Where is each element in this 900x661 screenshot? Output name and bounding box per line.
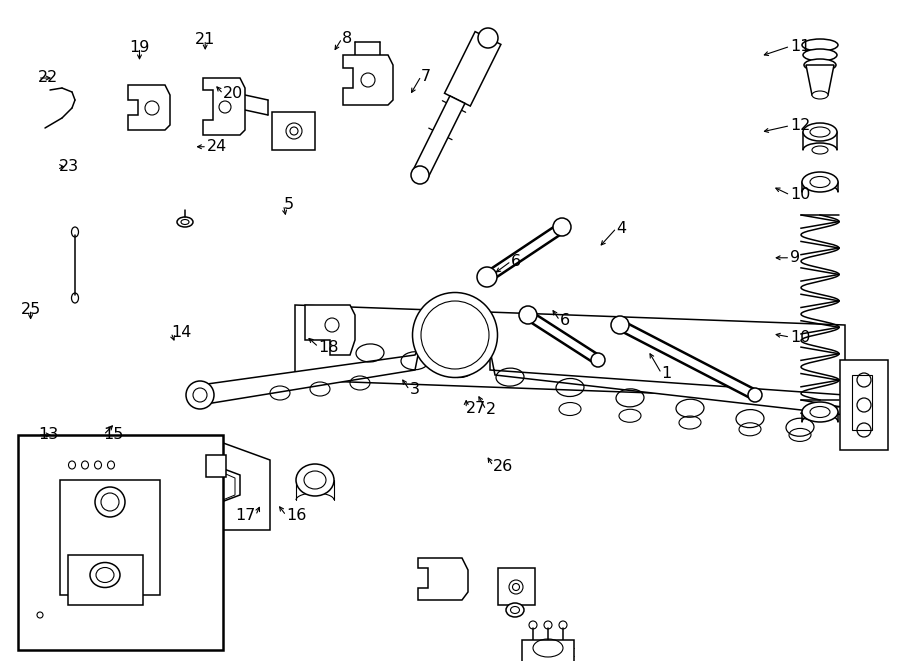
Text: 13: 13 <box>38 428 58 442</box>
Text: 9: 9 <box>790 251 800 265</box>
Text: 11: 11 <box>790 39 811 54</box>
Ellipse shape <box>94 461 102 469</box>
Text: 6: 6 <box>511 254 521 268</box>
Polygon shape <box>295 305 845 400</box>
Text: 23: 23 <box>58 159 78 174</box>
Ellipse shape <box>812 91 828 99</box>
Ellipse shape <box>478 28 498 48</box>
Ellipse shape <box>804 59 836 71</box>
Ellipse shape <box>95 487 125 517</box>
Ellipse shape <box>35 499 41 505</box>
Ellipse shape <box>512 584 519 590</box>
Ellipse shape <box>506 603 524 617</box>
Text: 4: 4 <box>616 221 626 235</box>
Text: 15: 15 <box>104 428 124 442</box>
Text: 27: 27 <box>466 401 486 416</box>
Ellipse shape <box>591 353 605 367</box>
Bar <box>68 555 143 605</box>
Ellipse shape <box>290 127 298 135</box>
Bar <box>522 640 574 661</box>
Bar <box>840 360 888 450</box>
Ellipse shape <box>412 293 498 377</box>
Text: 19: 19 <box>130 40 149 55</box>
Polygon shape <box>487 222 562 283</box>
Polygon shape <box>490 350 845 415</box>
Ellipse shape <box>857 373 871 387</box>
Text: 2: 2 <box>486 403 496 417</box>
Polygon shape <box>272 112 315 150</box>
Ellipse shape <box>107 461 114 469</box>
Ellipse shape <box>802 402 838 422</box>
Text: 17: 17 <box>235 508 256 523</box>
Polygon shape <box>162 462 235 510</box>
Text: 10: 10 <box>790 330 811 344</box>
Ellipse shape <box>553 218 571 236</box>
Ellipse shape <box>803 49 837 61</box>
Ellipse shape <box>477 267 497 287</box>
Text: 18: 18 <box>319 340 339 354</box>
Bar <box>18 435 223 650</box>
Polygon shape <box>138 440 270 530</box>
Polygon shape <box>343 55 393 105</box>
Text: 1: 1 <box>662 366 671 381</box>
Ellipse shape <box>90 563 120 588</box>
Polygon shape <box>418 558 468 600</box>
Text: 5: 5 <box>284 198 293 212</box>
Polygon shape <box>128 85 170 130</box>
Polygon shape <box>203 78 245 135</box>
Ellipse shape <box>296 464 334 496</box>
Text: 14: 14 <box>171 325 192 340</box>
Ellipse shape <box>411 166 429 184</box>
Bar <box>206 455 226 477</box>
Text: 26: 26 <box>493 459 513 473</box>
Ellipse shape <box>611 316 629 334</box>
Polygon shape <box>412 96 465 178</box>
Ellipse shape <box>193 388 207 402</box>
Text: 22: 22 <box>38 71 58 85</box>
Polygon shape <box>200 345 420 405</box>
Ellipse shape <box>802 39 838 51</box>
Ellipse shape <box>186 381 214 409</box>
Text: 6: 6 <box>560 313 570 328</box>
Ellipse shape <box>812 146 828 154</box>
Text: 8: 8 <box>342 31 352 46</box>
Text: 24: 24 <box>207 139 227 154</box>
Ellipse shape <box>519 306 537 324</box>
Bar <box>852 375 872 430</box>
Ellipse shape <box>857 398 871 412</box>
Text: 3: 3 <box>410 383 419 397</box>
Text: 10: 10 <box>790 188 811 202</box>
Text: 16: 16 <box>286 508 307 523</box>
Ellipse shape <box>68 461 76 469</box>
Ellipse shape <box>803 123 837 141</box>
Text: 25: 25 <box>21 302 40 317</box>
Ellipse shape <box>802 172 838 192</box>
Polygon shape <box>445 32 501 106</box>
Text: 7: 7 <box>421 69 431 83</box>
Text: 20: 20 <box>223 87 243 101</box>
Bar <box>60 480 160 595</box>
Text: 12: 12 <box>790 118 811 133</box>
Polygon shape <box>305 305 355 355</box>
Ellipse shape <box>857 423 871 437</box>
Ellipse shape <box>82 461 88 469</box>
Polygon shape <box>498 568 535 605</box>
Ellipse shape <box>181 219 189 225</box>
Polygon shape <box>528 310 598 365</box>
Ellipse shape <box>748 388 762 402</box>
Polygon shape <box>620 320 755 400</box>
Polygon shape <box>806 65 834 95</box>
Text: 21: 21 <box>195 32 215 47</box>
Bar <box>22 488 54 516</box>
